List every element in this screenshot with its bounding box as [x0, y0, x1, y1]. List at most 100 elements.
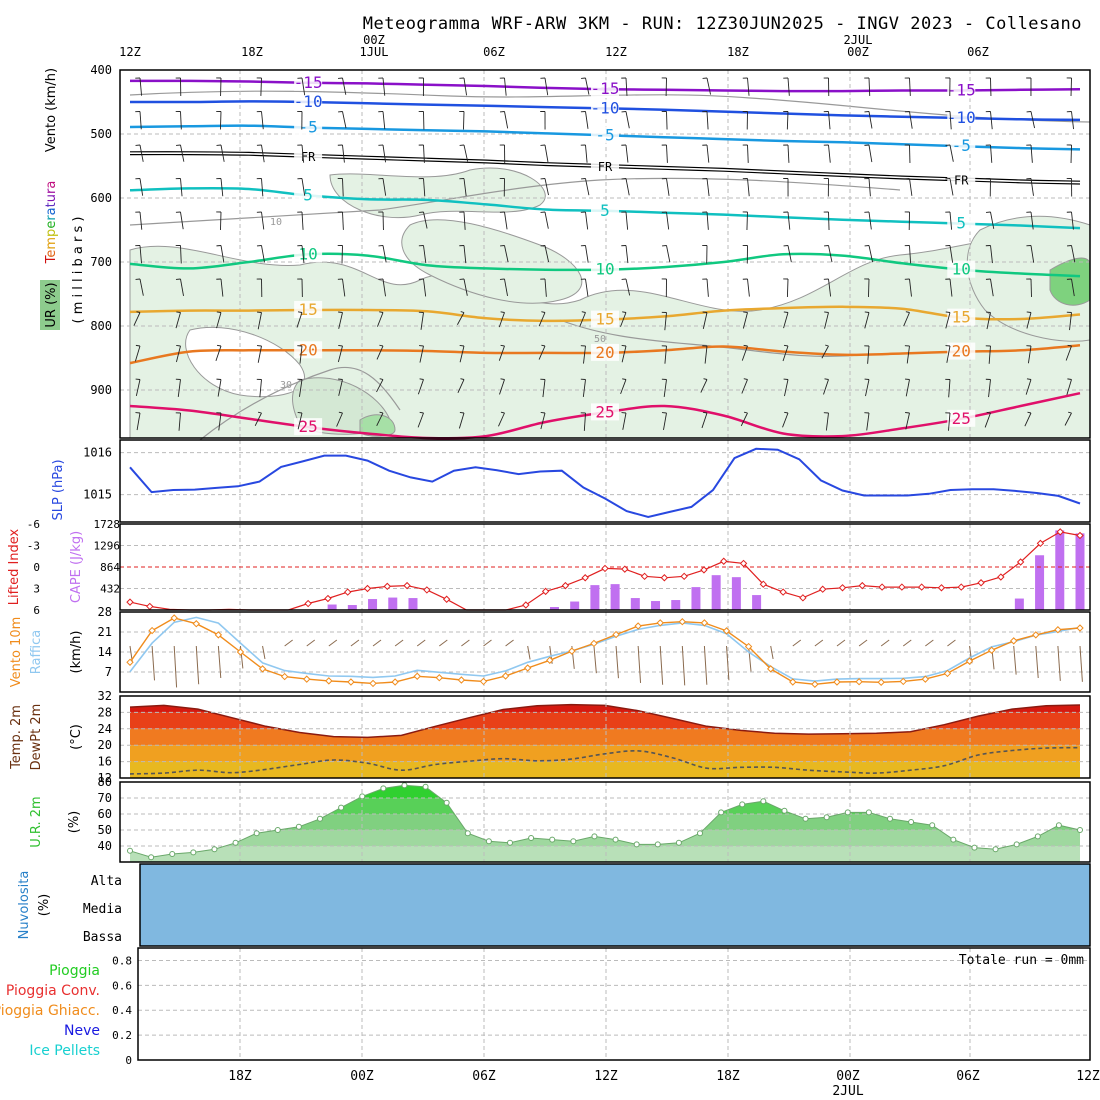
- wind-barb: [625, 111, 630, 129]
- cape-bar: [368, 599, 378, 610]
- wind-marker: [811, 680, 819, 688]
- wind-barb: [786, 278, 789, 297]
- wind-arrow: [306, 639, 316, 647]
- li-marker: [621, 565, 629, 573]
- wind-barb-flag: [338, 345, 343, 347]
- panel-frame-cape-li: [119, 523, 1091, 611]
- wind-barb-flag: [743, 411, 748, 414]
- isotherm-label--15: -15: [294, 73, 323, 92]
- isotherm-label-bg: [294, 245, 323, 263]
- wind-barb: [666, 211, 670, 230]
- cape-bar: [408, 598, 418, 610]
- wind-barb: [782, 412, 789, 428]
- wind-marker: [899, 677, 907, 686]
- wind-marker: [148, 626, 156, 635]
- rh-marker: [232, 839, 239, 846]
- precip-legend-item: Pioggia: [49, 963, 100, 979]
- li-marker: [779, 588, 787, 596]
- wind-barb-flag: [824, 378, 829, 380]
- wind-marker: [501, 672, 510, 680]
- wind-barb: [216, 312, 222, 329]
- y-axis-title-temp: Temperatura: [44, 181, 59, 265]
- li-marker: [819, 585, 827, 593]
- wind-barb-flag: [338, 411, 343, 414]
- wind-barb: [909, 178, 913, 196]
- wind-barb-flag: [459, 411, 465, 414]
- wind-marker: [258, 665, 267, 673]
- wind-barb: [180, 211, 184, 230]
- cape-bar: [731, 577, 741, 610]
- li-tick-label: -6: [27, 518, 40, 531]
- wind-barb: [949, 278, 953, 297]
- y-axis-title-wind10m: Vento 10m: [9, 617, 24, 688]
- wind-barb: [864, 312, 870, 329]
- y-tick-label: 800: [90, 319, 112, 333]
- wind-barb: [1071, 245, 1076, 263]
- wind-barb-flag: [1026, 378, 1032, 380]
- wind-barb-flag: [541, 311, 546, 313]
- wind-barb: [1030, 111, 1035, 129]
- isotherm-label-15: 15: [952, 308, 971, 327]
- wind-barb: [621, 345, 627, 363]
- time-label-bottom: 12Z: [594, 1069, 618, 1084]
- rh-marker: [1077, 827, 1083, 833]
- isotherm-label-bg: [591, 260, 619, 278]
- gust-line: [129, 616, 1081, 682]
- wind-barb-flag: [1067, 378, 1072, 380]
- isotherm-label-bg: [294, 146, 323, 164]
- wind-barb: [382, 278, 386, 297]
- li-marker: [838, 584, 847, 592]
- wind-barb: [180, 144, 185, 162]
- li-marker: [660, 574, 669, 582]
- wind-barb: [463, 178, 467, 197]
- isotherm-label--10: -10: [947, 108, 976, 127]
- cape-tick-label: 1296: [94, 540, 121, 553]
- wind-barb: [946, 345, 951, 363]
- wind-marker: [634, 622, 642, 630]
- wind-barb: [301, 211, 304, 230]
- rh-marker: [253, 830, 260, 837]
- wind-barb: [585, 178, 590, 196]
- wind-barb: [419, 345, 424, 363]
- wind-arrow: [284, 639, 293, 647]
- wind-barb-flag: [460, 311, 465, 313]
- wind-barb: [175, 345, 181, 363]
- wind-barb: [382, 245, 387, 263]
- wind-barb: [544, 245, 550, 263]
- wind-barb: [299, 345, 303, 364]
- precip-total: Totale run = 0mm: [959, 953, 1084, 968]
- rh-marker: [443, 799, 450, 806]
- wind-arrow: [527, 645, 531, 660]
- wind-marker: [413, 672, 421, 680]
- wind-barb: [783, 312, 789, 329]
- wind-barb: [220, 178, 224, 197]
- wind-barb: [1024, 412, 1032, 427]
- isotherm-label-bg: [591, 157, 619, 174]
- li-marker: [561, 581, 570, 590]
- wind-barb: [342, 77, 347, 95]
- rh-marker: [950, 836, 957, 843]
- isotherm-label-bg: [591, 126, 619, 144]
- y-axis-title-rh: U.R. 2m: [29, 796, 44, 847]
- wind-arrow: [836, 639, 846, 647]
- wind-barb-flag: [783, 311, 789, 313]
- cape-bar: [752, 595, 762, 610]
- isotherm-label-bg: [591, 310, 619, 328]
- wind-barb: [260, 77, 262, 96]
- wind-barb: [949, 144, 954, 162]
- panel-frame-temp: [119, 695, 1091, 779]
- wind-barb: [821, 345, 829, 359]
- wind-barb: [825, 412, 829, 431]
- wind-barb: [706, 111, 709, 130]
- wind-barb-flag: [500, 311, 505, 313]
- wind-barb: [342, 144, 345, 163]
- y-tick-label: 80: [98, 775, 112, 789]
- wind-barb: [625, 178, 630, 196]
- wind-barb: [579, 312, 586, 327]
- wind-barb: [868, 111, 873, 129]
- wind-barb-flag: [702, 411, 708, 414]
- wind-barb: [139, 178, 144, 196]
- wind-barb: [664, 312, 667, 331]
- wind-barb: [342, 278, 346, 297]
- wind-marker: [877, 678, 885, 686]
